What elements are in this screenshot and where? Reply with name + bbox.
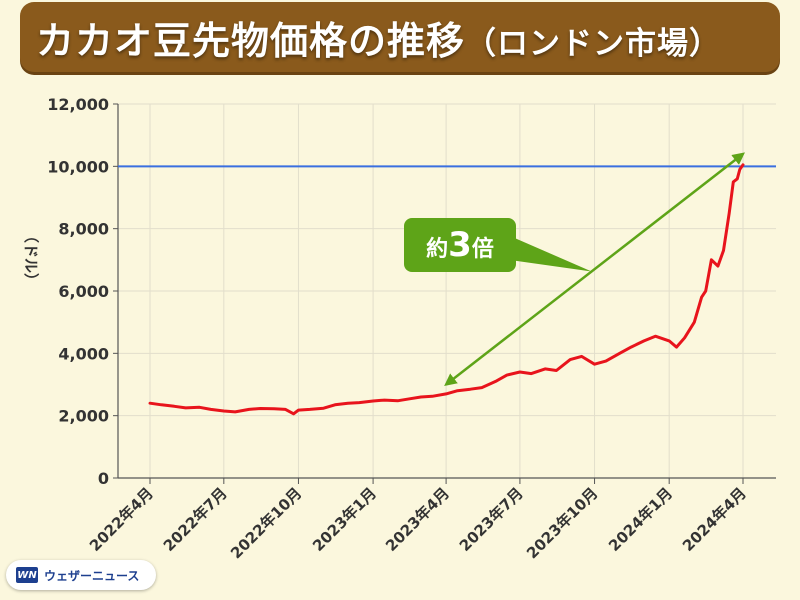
x-tick-label: 2024年4月 [679,484,750,555]
y-tick-label: 6,000 [58,282,109,301]
title-main: カカオ豆先物価格の推移 [36,18,466,63]
axes [113,103,776,484]
x-tick-label: 2024年1月 [605,484,676,555]
y-tick-label: 12,000 [47,95,109,114]
chart-title: カカオ豆先物価格の推移（ロンドン市場） [36,10,721,65]
y-tick-label: 4,000 [58,344,109,363]
title-suffix: （ロンドン市場） [465,25,722,62]
annotation: 約3倍 [404,152,745,387]
y-tick-label: 10,000 [47,157,109,176]
callout-text: 約3倍 [426,225,494,265]
callout-suffix: 倍 [472,236,494,262]
x-tick-label: 2023年4月 [382,484,453,555]
x-tick-label: 2023年1月 [309,484,380,555]
growth-arrow [444,152,745,387]
x-tick-label: 2022年4月 [86,484,157,555]
x-tick-label: 2023年10月 [523,484,601,562]
axis-labels: 0 2,000 4,000 6,000 8,000 10,000 12,000 2022年4月… [22,95,750,562]
title-banner: カカオ豆先物価格の推移（ロンドン市場） [20,2,780,72]
callout-prefix: 約 [426,236,448,262]
weathernews-logo-text: ウェザーニュース [44,568,140,583]
callout-pointer [510,236,592,272]
x-tick-label: 2023年7月 [456,484,527,555]
x-tick-label: 2022年7月 [160,484,231,555]
weathernews-logo: WN ウェザーニュース [6,560,156,590]
grid-lines [118,103,776,478]
weathernews-logo-mark: WN [16,567,38,583]
y-tick-label: 0 [98,469,109,488]
y-axis-title: （ドル） [22,228,40,288]
x-tick-label: 2022年10月 [227,484,305,562]
callout-box [404,218,516,272]
y-tick-label: 8,000 [58,220,109,239]
callout-number: 3 [448,225,472,265]
y-tick-label: 2,000 [58,407,109,426]
